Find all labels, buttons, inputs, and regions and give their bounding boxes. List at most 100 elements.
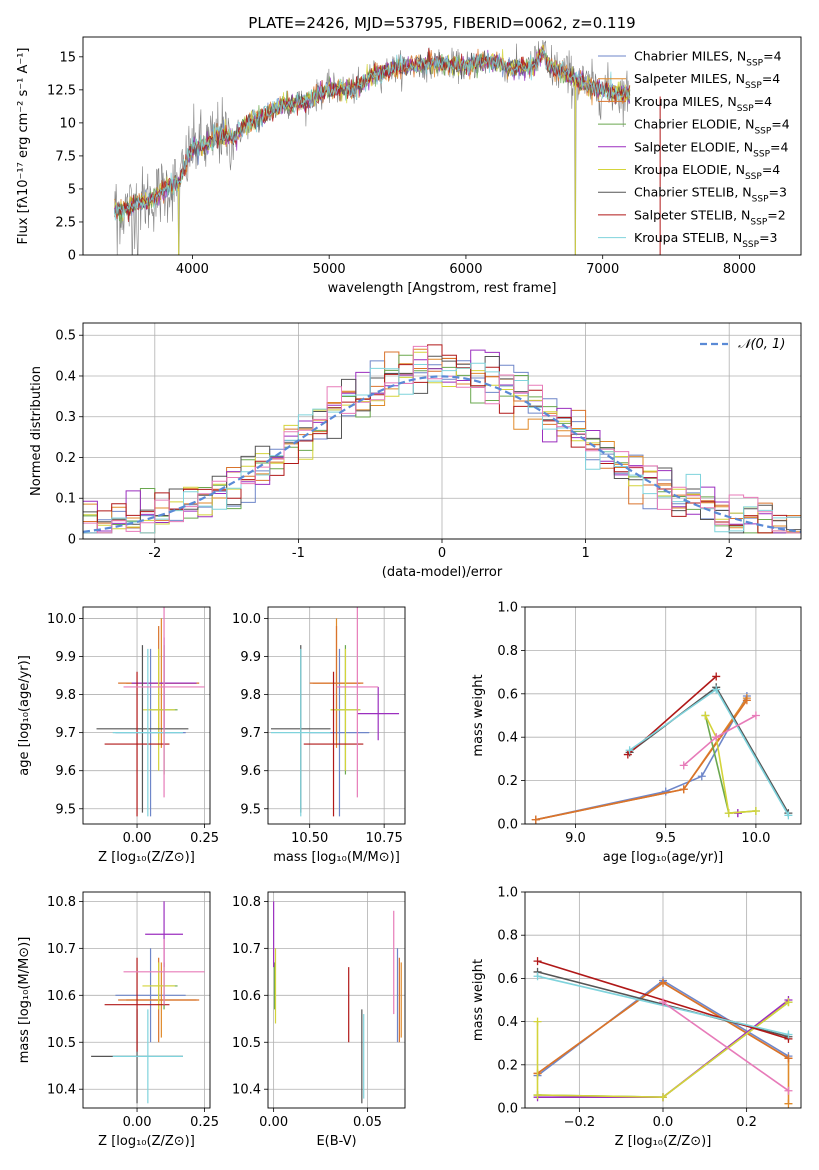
residual-histogram-step <box>83 355 801 534</box>
weight_vs_Z-ytick-label: 0.0 <box>497 1102 518 1117</box>
mass_vs_Z-axes: 0.00 0.25 10.4 10.5 10.6 10.7 10.8 Z [log₁₀(Z/Z… <box>17 892 219 1149</box>
weight_vs_age-ytick-label: 0.0 <box>497 818 518 833</box>
residual-histogram-step <box>83 351 801 534</box>
mass_vs_EBV-frame <box>267 891 406 1109</box>
spectrum-xlabel: wavelength [Angstrom, rest frame] <box>328 281 557 296</box>
mass_vs_Z-frame <box>82 891 211 1109</box>
age_vs_mass-xlabel: mass [log₁₀(M/M⊙)] <box>273 850 400 865</box>
weight-point-marker <box>625 746 634 755</box>
mass_vs_Z-ytick-label: 10.7 <box>47 942 76 957</box>
age_vs_Z-xlabel: Z [log₁₀(Z/Z⊙)] <box>98 850 195 865</box>
age_vs_mass-ytick-label: 9.8 <box>240 688 261 703</box>
age_vs_mass-ytick-label: 9.9 <box>240 650 261 665</box>
mass_vs_Z-ytick-label: 10.5 <box>47 1036 76 1051</box>
weight-series-line <box>536 1001 789 1099</box>
weight-point-marker <box>533 972 542 981</box>
legend-nssp: =3 <box>759 230 777 245</box>
residuals-xtick-label: -1 <box>292 546 305 561</box>
weight_vs_age-ytick-label: 0.4 <box>497 731 518 746</box>
legend-nssp: =4 <box>762 71 780 86</box>
weight-point-marker <box>712 672 721 681</box>
legend-nssp: =4 <box>770 139 788 154</box>
legend-entry: Chabrier ELODIE, NSSP=4 <box>634 117 790 137</box>
weight_vs_Z-ytick-label: 1.0 <box>497 886 518 901</box>
age_vs_Z-frame <box>82 606 211 825</box>
weight-point-marker <box>701 711 710 720</box>
age_vs_mass-ytick-label: 9.5 <box>240 802 261 817</box>
legend-subscript: SSP <box>745 172 762 182</box>
age_vs_mass-axes: 10.50 10.75 9.5 9.6 9.7 9.8 9.9 10.0 mass [log₁₀… <box>232 607 405 865</box>
legend-subscript: SSP <box>746 59 763 69</box>
legend-entry: Salpeter STELIB, NSSP=2 <box>634 207 786 227</box>
residuals-xtick-label: 1 <box>581 546 589 561</box>
weight_vs_age-xlabel: age [log₁₀(age/yr)] <box>603 850 724 865</box>
weight_vs_age-ytick-label: 1.0 <box>497 601 518 616</box>
age_vs_Z-axes: 0.00 0.25 9.5 9.6 9.7 9.8 9.9 10.0 Z [log₁₀(Z/Z⊙… <box>17 607 219 865</box>
spectrum-model-line <box>114 49 631 221</box>
spectrum-ytick-label: 15 <box>59 50 76 65</box>
spectrum-axes: 4000 5000 6000 7000 8000 0 2.5 5 7.5 10 12.5 15 wave… <box>16 48 756 297</box>
weight_vs_Z-xtick-label: 0.2 <box>736 1115 757 1130</box>
normal-reference-curve <box>83 375 801 533</box>
legend-nssp: =3 <box>769 185 787 200</box>
weight_vs_Z-frame <box>524 891 802 1109</box>
weight_vs_Z-ytick-label: 0.4 <box>497 1015 518 1030</box>
residuals-axes: -2 -1 0 1 2 0 0.1 0.2 0.3 0.4 0.5 (data-model)/erro… <box>29 323 801 580</box>
legend-entry: Kroupa STELIB, NSSP=3 <box>634 230 778 250</box>
spectrum-xtick-label: 6000 <box>449 262 482 277</box>
weight_vs_Z-xtick-label: 0.0 <box>653 1115 674 1130</box>
mass_vs_Z-xtick-label: 0.25 <box>190 1115 219 1130</box>
mass_vs_Z-ylabel: mass [log₁₀(M/M⊙)] <box>17 937 32 1064</box>
mass_vs_Z-xlabel: Z [log₁₀(Z/Z⊙)] <box>98 1134 195 1149</box>
legend-entry: Chabrier STELIB, NSSP=3 <box>634 185 787 205</box>
weight-point-marker <box>784 811 793 820</box>
legend-entry: Chabrier MILES, NSSP=4 <box>634 49 782 69</box>
residuals-ytick-label: 0.1 <box>55 492 76 507</box>
spectrum-ytick-label: 2.5 <box>55 215 76 230</box>
weight_vs_Z-xlabel: Z [log₁₀(Z/Z⊙)] <box>615 1134 712 1149</box>
weight-point-marker <box>679 785 688 794</box>
residuals-xtick-label: 0 <box>438 546 446 561</box>
residuals-legend: 𝒩(0, 1) <box>700 337 785 352</box>
weight-point-marker <box>659 978 667 987</box>
mass_vs_Z-xtick-label: 0.00 <box>123 1115 152 1130</box>
mass_vs_EBV-ytick-label: 10.4 <box>232 1083 261 1098</box>
legend-nssp: =4 <box>771 117 789 132</box>
weight_vs_age-ylabel: mass weight <box>471 674 486 756</box>
weight-point-marker <box>742 696 751 705</box>
legend-nssp: =4 <box>763 49 781 64</box>
weight_vs_Z-ytick-label: 0.2 <box>497 1058 518 1073</box>
legend-subscript: SSP <box>752 195 769 205</box>
weight_vs_age-axes: 9.0 9.5 10.0 0.0 0.2 0.4 0.6 0.8 1.0 age [log₁₀(a… <box>471 601 801 865</box>
weight-point-marker <box>623 750 632 759</box>
weight_vs_age-ytick-label: 0.6 <box>497 687 518 702</box>
weight_vs_age-xtick-label: 9.0 <box>565 831 586 846</box>
weight-point-marker <box>784 998 793 1007</box>
spectrum-ytick-label: 12.5 <box>47 83 76 98</box>
residuals-ytick-label: 0.5 <box>55 329 76 344</box>
weight-point-marker <box>751 711 760 720</box>
mass_vs_EBV-ytick-label: 10.7 <box>232 942 261 957</box>
mass_vs_EBV-xtick-label: 0.00 <box>259 1115 288 1130</box>
weight-point-marker <box>659 998 667 1007</box>
spectrum-xtick-label: 4000 <box>176 262 209 277</box>
legend-subscript: SSP <box>754 127 771 137</box>
legend-subscript: SSP <box>737 104 754 114</box>
spectrum-ytick-label: 10 <box>59 116 76 131</box>
legend-nssp: =4 <box>754 94 772 109</box>
legend-entry: Salpeter MILES, NSSP=4 <box>634 71 780 91</box>
mass_vs_EBV-axes: 0.00 0.05 10.4 10.5 10.6 10.7 10.8 E(B-V) <box>232 892 405 1149</box>
mass_vs_EBV-ytick-label: 10.8 <box>232 895 261 910</box>
weight_vs_Z-ylabel: mass weight <box>471 959 486 1041</box>
age_vs_Z-ytick-label: 9.6 <box>55 764 76 779</box>
mass_vs_Z-ytick-label: 10.8 <box>47 895 76 910</box>
mass_vs_EBV-xlabel: E(B-V) <box>316 1134 356 1149</box>
weight-point-marker <box>712 733 721 742</box>
weight-point-marker <box>784 1099 793 1108</box>
mass_vs_Z-ytick-label: 10.6 <box>47 989 76 1004</box>
residual-histogram-step <box>83 362 801 534</box>
spectrum-ytick-label: 5 <box>68 182 76 197</box>
weight-point-marker <box>659 1093 667 1102</box>
spectrum-ytick-label: 0 <box>68 249 76 264</box>
